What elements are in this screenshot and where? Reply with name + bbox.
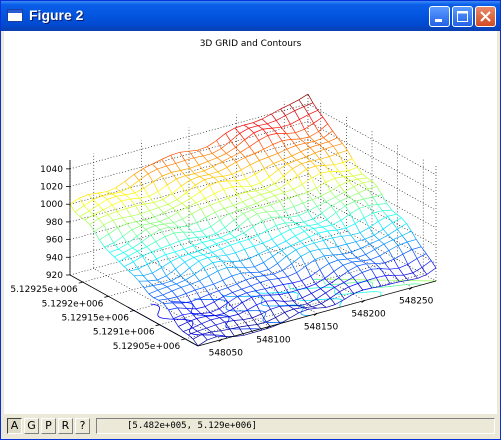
z-tick-label: 1000: [40, 200, 63, 210]
z-tick-label: 960: [46, 236, 63, 246]
x-tick-label: 548100: [256, 336, 291, 346]
minimize-icon: [435, 19, 442, 22]
y-tick-label: 5.12925e+006: [10, 285, 78, 295]
toolbar-button-p[interactable]: P: [41, 418, 56, 434]
minimize-button[interactable]: [429, 6, 450, 27]
maximize-icon: [457, 11, 468, 22]
toolbar-button-help[interactable]: ?: [75, 418, 90, 434]
toolbar-button-g[interactable]: G: [24, 418, 39, 434]
x-tick-label: 548050: [209, 349, 244, 359]
surface-mesh: [69, 93, 437, 347]
close-icon: [480, 11, 491, 22]
x-tick-label: 548150: [304, 323, 339, 333]
surface-plot[interactable]: 548050 548100 548150 548200 548250 5.12905e+0…: [4, 31, 497, 414]
close-button[interactable]: [475, 6, 496, 27]
z-tick-label: 1020: [40, 183, 63, 193]
y-tick-label: 5.12905e+006: [113, 342, 181, 352]
status-bar: A G P R? [5.482e+005, 5.129e+006]: [4, 415, 497, 437]
window-title: Figure 2: [29, 7, 84, 23]
x-tick-label: 548250: [399, 297, 434, 307]
y-tick-label: 5.1291e+006: [93, 328, 155, 338]
y-tick-label: 5.12915e+006: [62, 314, 130, 324]
toolbar-button-a[interactable]: A: [7, 418, 22, 434]
z-tick-label: 980: [46, 218, 63, 228]
toolbar-button-r[interactable]: R: [58, 418, 73, 434]
maximize-button[interactable]: [452, 6, 473, 27]
z-tick-label: 920: [46, 271, 63, 281]
z-tick-label: 1040: [40, 165, 63, 175]
figure-window-icon[interactable]: [7, 9, 23, 22]
title-bar[interactable]: Figure 2: [1, 1, 500, 31]
x-tick-label: 548200: [351, 310, 386, 320]
y-tick-label: 5.1292e+006: [42, 299, 104, 309]
z-tick-label: 940: [46, 253, 63, 263]
plot-area[interactable]: 3D GRID and Contours 548050 548100 548150 5…: [4, 31, 497, 414]
chart-title: 3D GRID and Contours: [199, 39, 302, 49]
coordinate-readout: [5.482e+005, 5.129e+006]: [96, 418, 495, 434]
